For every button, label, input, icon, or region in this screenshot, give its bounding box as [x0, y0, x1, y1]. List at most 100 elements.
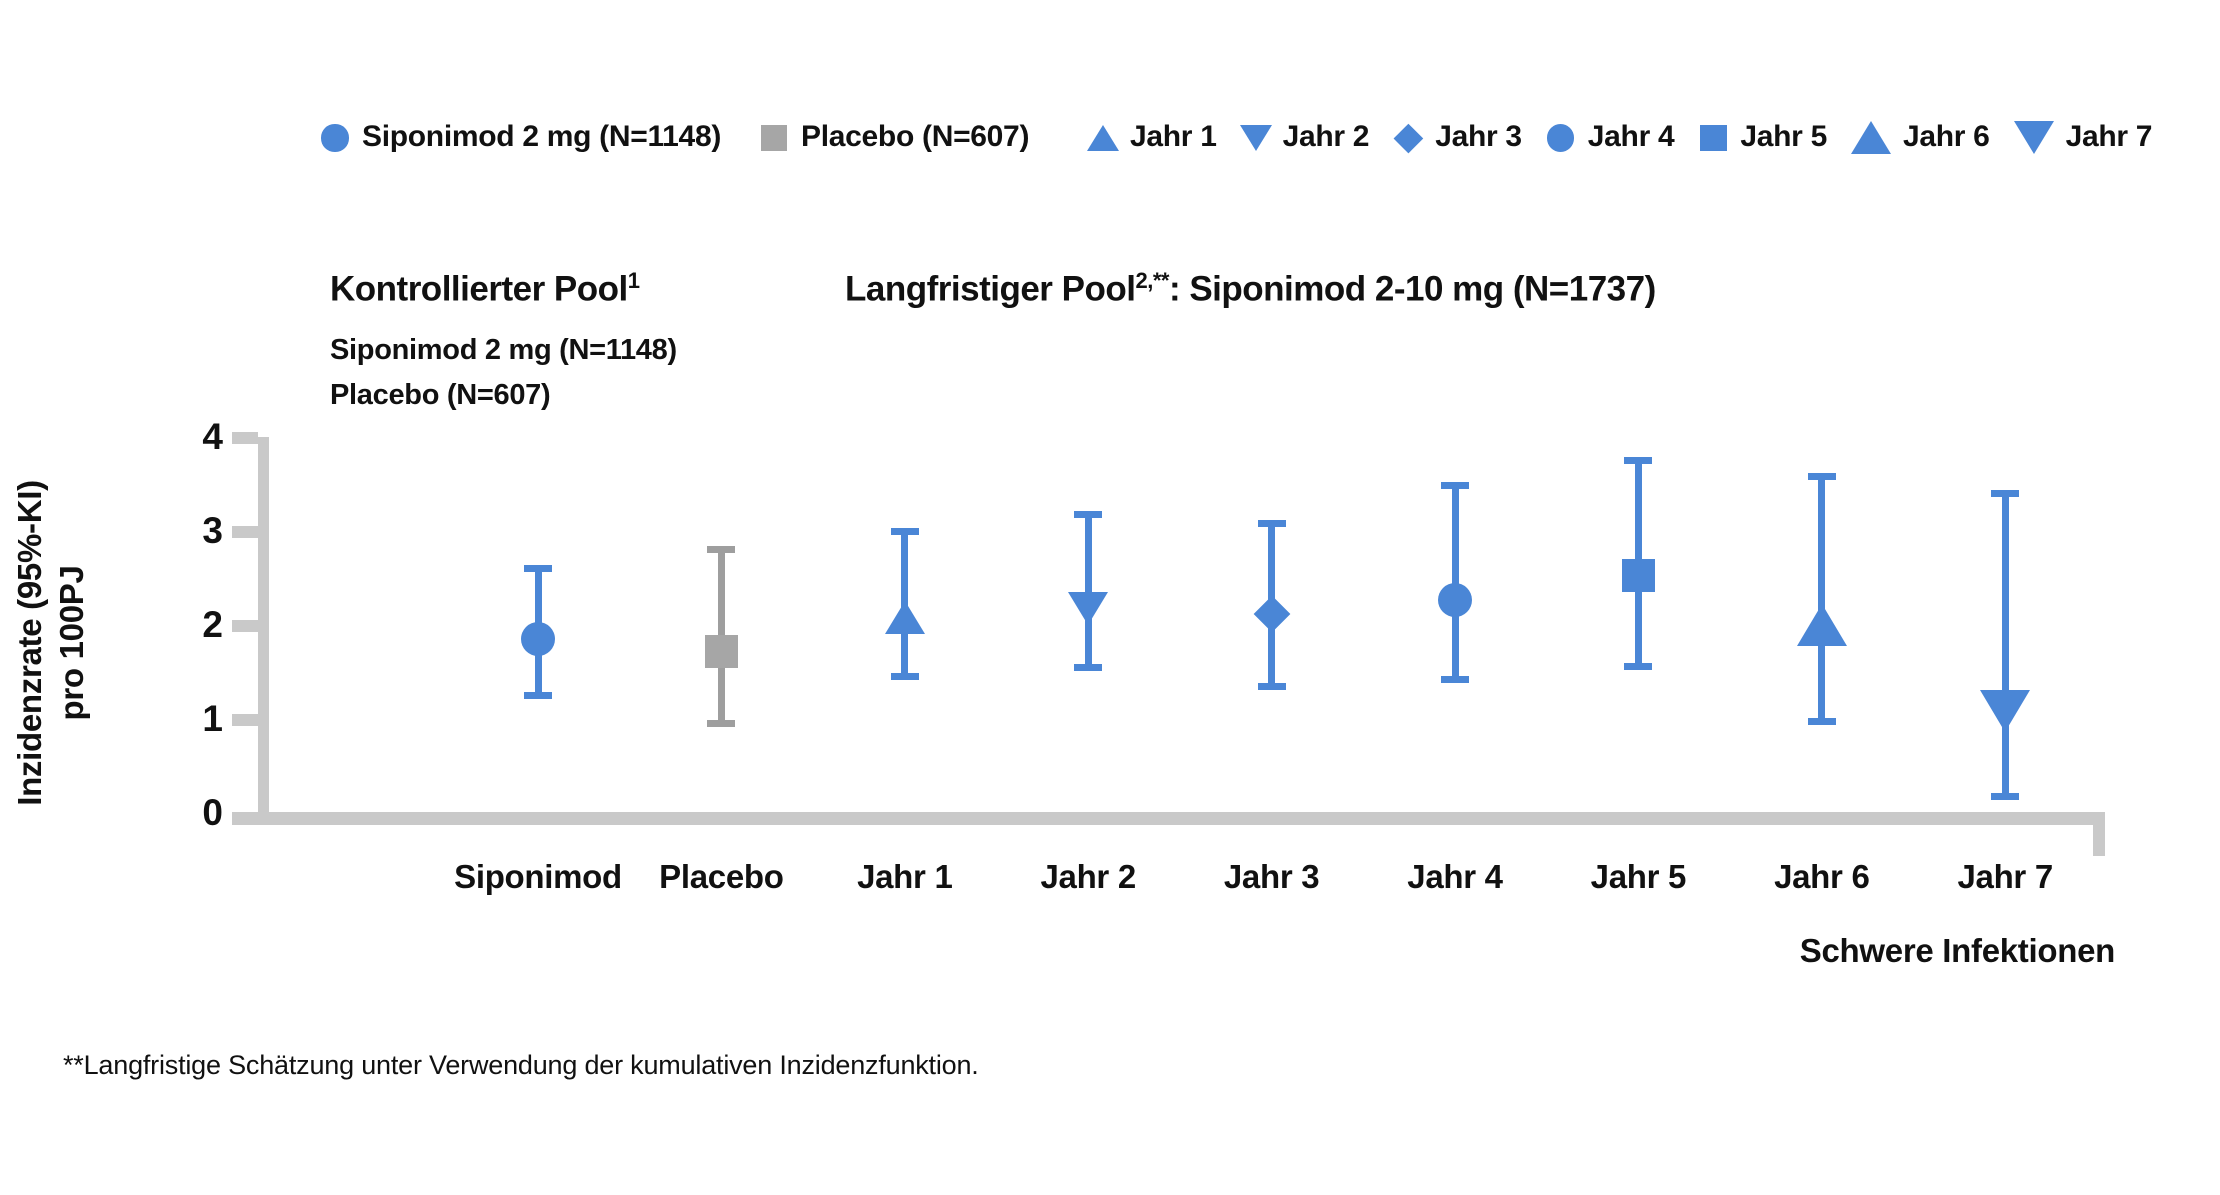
error-bar-cap-bottom [1624, 662, 1653, 670]
legend-label: Siponimod 2 mg (N=1148) [362, 120, 722, 153]
marker-triangle-down [1239, 124, 1272, 151]
legend-item-jahr-5: Jahr 5 [1698, 120, 1827, 154]
error-bar-cap-bottom [707, 720, 736, 728]
x-label-jahr-2: Jahr 2 [1040, 858, 1136, 895]
legend-item-placebo-n-607-: Placebo (N=607) [759, 120, 1029, 154]
error-bar-cap-top [1624, 457, 1653, 464]
y-tick-label: 1 [202, 698, 223, 739]
error-bar-cap-top [1991, 489, 2020, 497]
legend-item-jahr-7: Jahr 7 [2013, 120, 2153, 155]
legend-label: Jahr 5 [1740, 120, 1827, 153]
right-pool-title-sup: 2,** [1135, 268, 1169, 293]
right-pool-title-rest: : Siponimod 2-10 mg (N=1737) [1168, 269, 1656, 309]
marker-circle [521, 622, 555, 657]
circle-icon [1546, 120, 1576, 154]
triangle-down-icon [1239, 120, 1272, 154]
left-pool-title-sup: 1 [627, 268, 640, 293]
x-axis-line [232, 812, 2105, 825]
marker-triangle-up [1796, 604, 1847, 646]
left-pool-subtitle-line1: Siponimod 2 mg (N=1148) [330, 334, 677, 366]
square-icon [1698, 120, 1728, 154]
marker-triangle-up [1850, 121, 1891, 155]
y-axis-line [258, 437, 269, 825]
error-bar-cap-top [524, 565, 552, 573]
error-bar-line [1818, 476, 1826, 722]
marker-square [704, 634, 738, 668]
error-bar-cap-bottom [524, 692, 552, 699]
marker-diamond [1253, 595, 1290, 633]
triangle-up-icon [1087, 120, 1119, 154]
marker-square [1700, 124, 1727, 152]
legend-label: Jahr 3 [1435, 120, 1522, 153]
x-label-placebo: Placebo [659, 858, 784, 895]
legend-item-jahr-6: Jahr 6 [1850, 120, 1990, 155]
legend-label: Jahr 1 [1130, 120, 1217, 153]
legend-item-jahr-1: Jahr 1 [1087, 120, 1217, 154]
y-tick [232, 714, 258, 726]
square-icon [759, 120, 789, 154]
legend-item-jahr-2: Jahr 2 [1239, 120, 1370, 154]
error-bar-cap-bottom [890, 673, 919, 681]
error-bar-cap-top [1807, 472, 1836, 480]
x-label-jahr-1: Jahr 1 [857, 858, 953, 895]
marker-triangle-up [884, 600, 925, 634]
legend-item-jahr-4: Jahr 4 [1546, 120, 1675, 154]
legend-longterm-pool: Jahr 1 Jahr 2 Jahr 3 Jahr 4 Jahr 5 Jahr 6 Jahr… [1087, 120, 2153, 155]
error-bar-cap-bottom [1257, 682, 1286, 690]
marker-circle [1438, 582, 1472, 617]
x-label-siponimod: Siponimod [454, 858, 622, 895]
legend-label: Jahr 7 [2065, 120, 2153, 153]
y-tick-label: 4 [202, 416, 223, 457]
legend-label: Placebo (N=607) [801, 120, 1030, 153]
legend-label: Jahr 4 [1587, 120, 1675, 153]
error-bar-cap-top [707, 546, 736, 554]
triangle-down-large-icon [2013, 120, 2054, 155]
y-tick-label: 2 [202, 604, 223, 645]
legend-item-jahr-3: Jahr 3 [1393, 120, 1522, 154]
y-tick [232, 432, 258, 444]
y-tick-label: 3 [202, 510, 223, 551]
x-axis-end-stub [2093, 812, 2105, 856]
error-bar-cap-top [890, 527, 919, 535]
marker-square [760, 124, 788, 152]
right-pool-title: Langfristiger Pool2,**: Siponimod 2-10 m… [845, 268, 1656, 310]
x-label-jahr-4: Jahr 4 [1407, 858, 1503, 895]
x-label-jahr-3: Jahr 3 [1223, 858, 1320, 895]
error-bar-cap-bottom [1441, 676, 1469, 684]
legend-controlled-pool: Siponimod 2 mg (N=1148) Placebo (N=607) [320, 120, 1029, 154]
marker-triangle-up [1087, 124, 1119, 151]
right-pool-title-text: Langfristiger Pool [845, 269, 1136, 309]
error-bar-line [1084, 514, 1092, 668]
left-pool-subtitle-line2: Placebo (N=607) [330, 379, 551, 411]
left-pool-title: Kontrollierter Pool1 [330, 268, 640, 310]
error-bar-cap-top [1441, 482, 1469, 490]
error-bar-cap-top [1257, 519, 1286, 527]
error-bar-cap-bottom [1991, 792, 2020, 800]
marker-square [1621, 558, 1655, 592]
left-pool-title-text: Kontrollierter Pool [330, 269, 628, 309]
marker-circle [1547, 124, 1575, 152]
error-bar-line [2001, 493, 2009, 797]
y-tick [232, 526, 258, 538]
triangle-up-large-icon [1850, 120, 1891, 155]
error-bar-cap-bottom [1074, 663, 1103, 671]
error-bar-cap-bottom [1807, 718, 1836, 726]
marker-triangle-down [2013, 121, 2054, 155]
y-tick-label: 0 [202, 792, 223, 833]
x-label-jahr-6: Jahr 6 [1774, 858, 1870, 895]
left-pool-subtitle: Siponimod 2 mg (N=1148) Placebo (N=607) [330, 328, 677, 418]
marker-triangle-down [1068, 591, 1109, 625]
footnote: **Langfristige Schätzung unter Verwendun… [63, 1050, 979, 1080]
x-label-jahr-7: Jahr 7 [1957, 858, 2053, 895]
y-tick [232, 620, 258, 632]
legend-item-siponimod-2-mg-n-1148-: Siponimod 2 mg (N=1148) [320, 120, 721, 154]
legend-label: Jahr 2 [1282, 120, 1370, 153]
x-axis-caption: Schwere Infektionen [1799, 932, 2116, 969]
marker-circle [321, 124, 349, 152]
marker-triangle-down [1980, 690, 2031, 733]
circle-icon [320, 120, 350, 154]
error-bar-cap-top [1074, 510, 1103, 518]
x-label-jahr-5: Jahr 5 [1590, 858, 1687, 895]
